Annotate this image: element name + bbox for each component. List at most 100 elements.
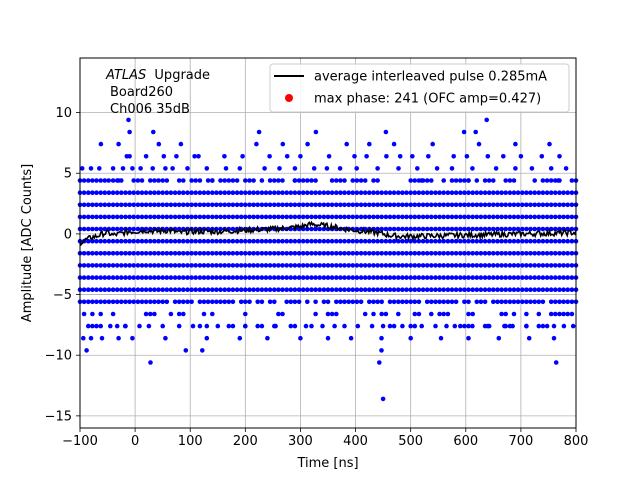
sample-point: [313, 275, 318, 280]
sample-point: [326, 154, 332, 159]
sample-point: [379, 202, 385, 208]
sample-point: [396, 238, 401, 244]
sample-point: [478, 214, 484, 220]
sample-point: [540, 214, 546, 220]
sample-point: [135, 178, 141, 183]
sample-point: [485, 154, 491, 159]
sample-point: [379, 335, 384, 341]
sample-point: [515, 275, 521, 280]
sample-point: [437, 226, 442, 232]
sample-point: [123, 299, 128, 305]
sample-point: [197, 323, 203, 329]
sample-point: [204, 335, 210, 341]
sample-point: [338, 275, 343, 280]
sample-point: [300, 190, 306, 195]
sample-point: [119, 202, 124, 208]
sample-point: [127, 154, 132, 159]
sample-point: [404, 202, 409, 208]
sample-point: [437, 287, 442, 293]
sample-point: [478, 226, 484, 232]
sample-point: [230, 190, 236, 195]
sample-point: [192, 154, 197, 159]
sample-point: [334, 238, 339, 244]
sample-point: [540, 226, 546, 232]
sample-point: [375, 251, 380, 256]
sample-point: [540, 263, 546, 268]
sample-point: [284, 275, 290, 280]
sample-point: [536, 263, 542, 268]
sample-point: [400, 238, 405, 244]
sample-point: [90, 178, 95, 183]
sample-point: [420, 251, 426, 256]
sample-point: [528, 190, 533, 195]
sample-point: [424, 299, 430, 305]
sample-point: [106, 190, 112, 195]
sample-point: [272, 263, 277, 268]
sample-point: [284, 190, 290, 195]
sample-point: [193, 238, 198, 244]
sample-point: [309, 287, 314, 293]
sample-point: [81, 190, 87, 195]
sample-point: [288, 251, 294, 256]
sample-point: [325, 311, 331, 317]
sample-point: [375, 238, 380, 244]
sample-point: [466, 251, 471, 256]
sample-point: [116, 141, 121, 147]
sample-point: [329, 202, 335, 208]
sample-point: [234, 202, 240, 208]
sample-point: [387, 190, 393, 195]
sample-point: [313, 214, 318, 220]
sample-point: [511, 214, 517, 220]
sample-point: [172, 299, 178, 305]
sample-point: [408, 214, 414, 220]
sample-point: [152, 287, 157, 293]
sample-point: [507, 299, 513, 305]
sample-point: [400, 299, 405, 305]
sample-point: [458, 263, 463, 268]
sample-point: [524, 214, 529, 220]
sample-point: [433, 190, 438, 195]
sample-point: [379, 311, 385, 317]
sample-point: [131, 263, 136, 268]
sample-point: [88, 335, 94, 341]
sample-point: [544, 202, 550, 208]
sample-point: [420, 263, 426, 268]
sample-point: [391, 251, 397, 256]
sample-point: [86, 251, 91, 256]
sample-point: [449, 263, 455, 268]
sample-point: [311, 166, 317, 171]
sample-point: [317, 275, 323, 280]
sample-point: [433, 323, 438, 329]
sample-point: [526, 335, 532, 341]
sample-point: [135, 190, 141, 195]
sample-point: [346, 251, 352, 256]
sample-point: [553, 251, 558, 256]
sample-point: [267, 190, 273, 195]
sample-point: [342, 287, 347, 293]
sample-point: [470, 287, 476, 293]
sample-point: [222, 202, 227, 208]
sample-point: [298, 335, 303, 341]
sample-point: [205, 178, 211, 183]
sample-point: [259, 275, 265, 280]
sample-point: [309, 275, 314, 280]
sample-point: [491, 226, 496, 232]
sample-point: [218, 238, 223, 244]
sample-point: [94, 214, 99, 220]
sample-point: [181, 214, 186, 220]
sample-point: [267, 202, 273, 208]
sample-point: [94, 238, 99, 244]
sample-point: [152, 178, 157, 183]
sample-point: [176, 299, 182, 305]
sample-point: [412, 251, 418, 256]
sample-point: [511, 251, 517, 256]
sample-point: [437, 311, 442, 317]
sample-point: [424, 238, 430, 244]
sample-point: [259, 190, 265, 195]
sample-point: [143, 154, 149, 159]
sample-point: [296, 190, 302, 195]
sample-point: [445, 238, 451, 244]
sample-point: [400, 275, 405, 280]
sample-point: [557, 202, 562, 208]
sample-point: [478, 299, 484, 305]
